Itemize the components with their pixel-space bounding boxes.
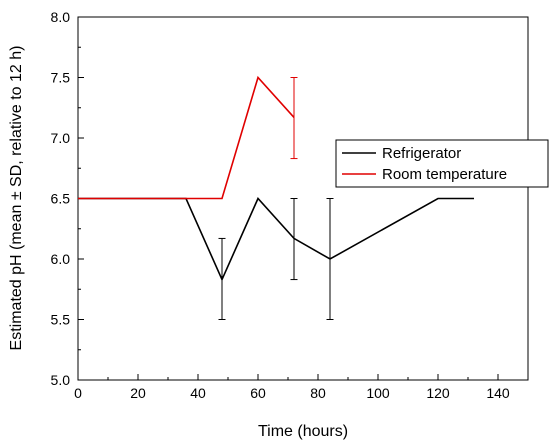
legend-entry: Refrigerator bbox=[342, 145, 461, 162]
error-bar bbox=[290, 77, 298, 160]
y-tick-label: 5.5 bbox=[51, 312, 71, 328]
legend-entry: Room temperature bbox=[342, 166, 507, 183]
error-bar bbox=[326, 198, 334, 320]
x-tick-label: 60 bbox=[250, 385, 266, 401]
x-tick-label: 20 bbox=[130, 385, 146, 401]
y-tick-label: 7.5 bbox=[51, 70, 71, 86]
error-bar bbox=[218, 237, 226, 320]
x-axis-title: Time (hours) bbox=[258, 423, 348, 440]
legend: Refrigerator Room temperature bbox=[335, 139, 549, 188]
y-tick-label: 5.0 bbox=[51, 372, 71, 388]
x-tick-label: 140 bbox=[486, 385, 510, 401]
series-layer bbox=[78, 75, 474, 320]
series-line bbox=[78, 75, 295, 200]
y-tick-label: 8.0 bbox=[51, 9, 71, 25]
legend-label: Room temperature bbox=[382, 166, 507, 183]
x-tick-label: 100 bbox=[366, 385, 390, 401]
x-tick-label: 0 bbox=[74, 385, 82, 401]
series-refrigerator bbox=[78, 197, 474, 320]
axis-ticks: 0 20 40 60 80 100 120 140 5.0 5.5 6.0 6.5 7.0 7.5 8.0 bbox=[51, 9, 510, 401]
y-tick-label: 6.0 bbox=[51, 251, 71, 267]
x-tick-label: 120 bbox=[426, 385, 450, 401]
legend-box bbox=[335, 139, 549, 188]
x-tick-label: 80 bbox=[310, 385, 326, 401]
legend-label: Refrigerator bbox=[382, 145, 461, 162]
x-tick-label: 40 bbox=[190, 385, 206, 401]
series-line bbox=[78, 197, 474, 282]
y-tick-label: 6.5 bbox=[51, 191, 71, 207]
y-axis-title: Estimated pH (mean ± SD, relative to 12 … bbox=[8, 46, 25, 351]
error-bar bbox=[290, 198, 298, 281]
y-tick-label: 7.0 bbox=[51, 130, 71, 146]
series-room-temperature bbox=[78, 75, 298, 200]
